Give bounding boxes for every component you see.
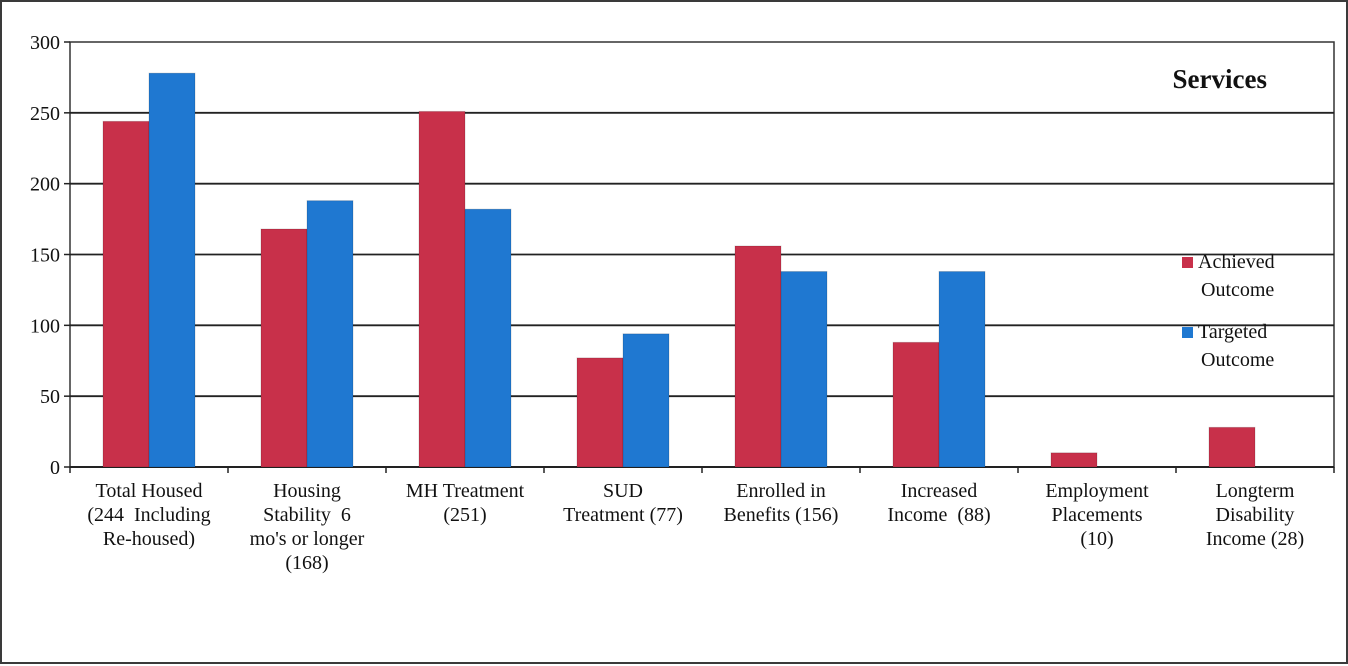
bar-achieved [1208, 426, 1256, 468]
bar-targeted [622, 333, 670, 468]
legend-swatch [1182, 257, 1193, 268]
bar-achieved [892, 341, 940, 468]
y-tick-label: 200 [30, 174, 60, 196]
x-category-label: Longterm Disability Income (28) [1206, 480, 1304, 550]
x-category-label: MH Treatment (251) [406, 480, 525, 526]
bar-achieved [102, 120, 150, 468]
bar-targeted [148, 72, 196, 468]
x-category-label: Housing Stability 6 mo's or longer (168) [250, 480, 365, 574]
y-tick-label: 150 [30, 245, 60, 267]
x-category-label: Total Housed (244 Including Re-housed) [87, 480, 210, 550]
bar-achieved [576, 357, 624, 468]
chart-title: Services [1173, 64, 1267, 94]
y-tick-label: 300 [30, 32, 60, 54]
bar-achieved [734, 245, 782, 468]
bar-achieved [260, 228, 308, 468]
x-category-label: Employment Placements (10) [1045, 480, 1149, 550]
legend-label: Targeted Outcome [1198, 321, 1274, 371]
bar-achieved [418, 110, 466, 468]
x-category-label: SUD Treatment (77) [563, 480, 683, 526]
y-tick-label: 50 [40, 386, 60, 408]
bar-targeted [938, 271, 986, 468]
y-tick-label: 250 [30, 103, 60, 125]
bar-achieved [1050, 452, 1098, 468]
y-tick-label: 100 [30, 315, 60, 337]
x-category-label: Increased Income (88) [887, 480, 990, 526]
bar-targeted [306, 200, 354, 468]
bar-targeted [780, 271, 828, 468]
x-category-label: Enrolled in Benefits (156) [724, 480, 839, 526]
y-tick-label: 0 [50, 457, 60, 479]
legend-swatch [1182, 327, 1193, 338]
bar-targeted [464, 208, 512, 468]
legend-label: Achieved Outcome [1198, 251, 1275, 301]
